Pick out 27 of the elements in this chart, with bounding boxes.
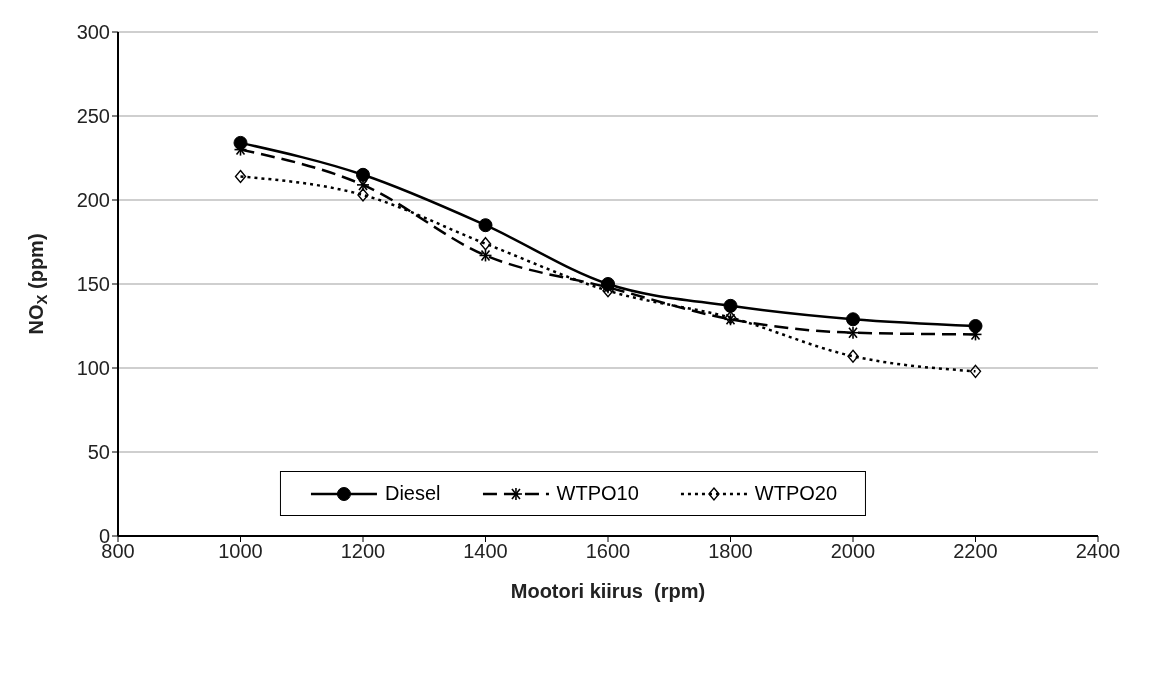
point (356, 167, 370, 182)
y-tick-label: 100 (76, 357, 110, 380)
legend-label: Diesel (384, 482, 441, 505)
x-tick-label: 1400 (463, 540, 508, 563)
y-tick-label: 50 (87, 441, 110, 464)
x-tick-label: 1600 (585, 540, 631, 563)
y-tick-label: 200 (76, 189, 110, 212)
point (357, 188, 369, 202)
x-tick-label: 1800 (708, 540, 753, 563)
legend-label: WTPO20 (754, 482, 838, 505)
x-tick-label: 2200 (953, 540, 998, 563)
y-tick-label: 150 (76, 273, 110, 296)
x-tick-label: 2000 (830, 540, 876, 563)
point (478, 218, 493, 233)
point (969, 364, 982, 379)
point (234, 169, 247, 184)
point (846, 312, 860, 327)
legend-label: WTPO10 (556, 482, 639, 505)
point (847, 349, 859, 363)
point (723, 298, 738, 313)
x-tick-label: 2400 (1075, 540, 1121, 563)
y-tick-label: 300 (76, 21, 110, 44)
x-tick-label: 1000 (218, 540, 263, 563)
x-tick-label: 1200 (340, 540, 386, 563)
x-axis-title: Mootori kiirus (rpm) (510, 580, 706, 602)
point (479, 236, 492, 251)
y-tick-label: 250 (76, 105, 110, 128)
